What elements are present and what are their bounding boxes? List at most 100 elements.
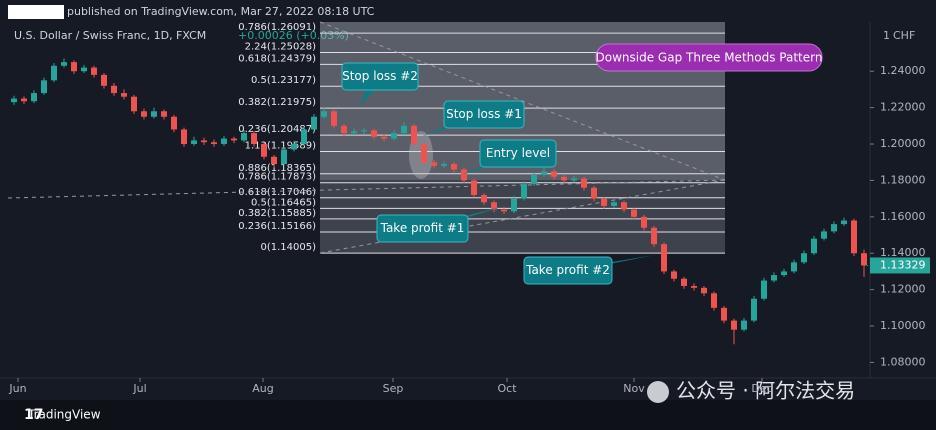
candle-body bbox=[691, 285, 697, 288]
currency: CHF bbox=[893, 29, 915, 42]
last-price-tag bbox=[870, 257, 930, 274]
fib-label: 0.618(1.17046) bbox=[238, 187, 316, 198]
candle-body bbox=[311, 116, 317, 130]
candle-body bbox=[241, 133, 247, 141]
candle-body bbox=[761, 280, 767, 299]
fib-label: 0.618(1.24379) bbox=[238, 53, 316, 64]
candle-body bbox=[341, 125, 347, 134]
x-tick-label: Nov bbox=[623, 382, 645, 395]
candle-body bbox=[11, 98, 17, 103]
y-tick-label: 1.16000 bbox=[880, 210, 926, 223]
candle-body bbox=[671, 271, 677, 279]
candle-body bbox=[751, 298, 757, 321]
y-tick-label: 1.08000 bbox=[880, 355, 926, 368]
candle-body bbox=[331, 111, 337, 126]
y-tick-label: 1.20000 bbox=[880, 137, 926, 150]
candle-body bbox=[21, 98, 27, 102]
candle-body bbox=[491, 202, 497, 210]
candle-body bbox=[171, 116, 177, 130]
candle-body bbox=[111, 85, 117, 94]
candle-body bbox=[611, 202, 617, 206]
candle-body bbox=[791, 262, 797, 272]
candle-body bbox=[271, 156, 277, 165]
change: +0.00026 (+0.03%) bbox=[238, 29, 349, 42]
candle-body bbox=[301, 129, 307, 145]
candle-body bbox=[861, 253, 867, 266]
candle-body bbox=[361, 130, 367, 132]
candle-body bbox=[521, 184, 527, 199]
x-tick-label: Sep bbox=[383, 382, 404, 395]
candle-body bbox=[31, 93, 37, 102]
candle-body bbox=[101, 74, 107, 86]
candle-body bbox=[191, 140, 197, 145]
y-tick-label: 1.10000 bbox=[880, 319, 926, 332]
candle-body bbox=[711, 293, 717, 308]
candle-body bbox=[81, 67, 87, 72]
candle-body bbox=[441, 164, 447, 166]
candle-body bbox=[781, 271, 787, 276]
candle-body bbox=[411, 125, 417, 145]
symbol: U.S. Dollar / Swiss Franc, 1D, FXCM bbox=[14, 29, 206, 42]
candle-body bbox=[151, 111, 157, 117]
candle-body bbox=[451, 164, 457, 170]
candle-body bbox=[351, 131, 357, 134]
watermark-icon bbox=[647, 381, 669, 403]
candle-body bbox=[851, 220, 857, 254]
pattern-pill bbox=[595, 43, 823, 72]
candle-body bbox=[231, 138, 237, 141]
candle-body bbox=[91, 67, 97, 75]
y-tick-label: 1.12000 bbox=[880, 283, 926, 296]
candle-body bbox=[201, 140, 207, 143]
candle-body bbox=[501, 209, 507, 212]
y-tick-label: 1.22000 bbox=[880, 101, 926, 114]
candle-body bbox=[391, 133, 397, 139]
x-tick-label: Jul bbox=[132, 382, 146, 395]
candle-body bbox=[821, 231, 827, 239]
callout-label: Entry level bbox=[486, 146, 550, 160]
candle-body bbox=[371, 130, 377, 137]
candle-body bbox=[731, 320, 737, 330]
published: published on TradingView.com, Mar 27, 20… bbox=[67, 5, 375, 18]
fib-label: 0.236(1.15166) bbox=[238, 221, 316, 232]
callout-box bbox=[479, 139, 557, 168]
candle-body bbox=[321, 111, 327, 117]
x-tick-label: Oct bbox=[497, 382, 517, 395]
candle-body bbox=[211, 142, 217, 145]
fib-label: 2.24(1.25028) bbox=[245, 42, 317, 53]
candle-body bbox=[581, 178, 587, 188]
callout-box bbox=[376, 214, 469, 243]
candle-body bbox=[641, 216, 647, 228]
callout-box bbox=[523, 256, 613, 285]
callout-label: Take profit #1 bbox=[380, 221, 465, 235]
fib-label: 0.5(1.23177) bbox=[251, 75, 316, 86]
candle-body bbox=[161, 111, 167, 117]
callout-label: Stop loss #1 bbox=[446, 107, 522, 121]
footer-bar bbox=[0, 400, 936, 430]
brand: TradingView bbox=[27, 408, 101, 422]
candle-body bbox=[261, 144, 267, 157]
candle-body bbox=[681, 278, 687, 286]
callout-label: Take profit #2 bbox=[525, 263, 610, 277]
candle-body bbox=[61, 62, 67, 66]
candle-body bbox=[551, 171, 557, 177]
candle-body bbox=[461, 169, 467, 181]
candle-body bbox=[721, 307, 727, 321]
candle-body bbox=[741, 320, 747, 330]
logo: 17 bbox=[24, 407, 43, 423]
trend-line bbox=[319, 21, 726, 181]
candle-body bbox=[811, 238, 817, 254]
candle-body bbox=[771, 275, 777, 281]
fib-label: 0.382(1.15885) bbox=[238, 208, 316, 219]
candle-body bbox=[381, 136, 387, 139]
fib-label: 0.886(1.18365) bbox=[238, 163, 316, 174]
candle-body bbox=[601, 198, 607, 206]
candle-body bbox=[431, 162, 437, 166]
candle-body bbox=[841, 220, 847, 225]
last-price-label: 1.13329 bbox=[880, 258, 926, 271]
candle-body bbox=[801, 253, 807, 263]
candle-body bbox=[511, 198, 517, 212]
candle-body bbox=[281, 149, 287, 165]
candle-body bbox=[481, 194, 487, 203]
redacted bbox=[8, 5, 64, 19]
